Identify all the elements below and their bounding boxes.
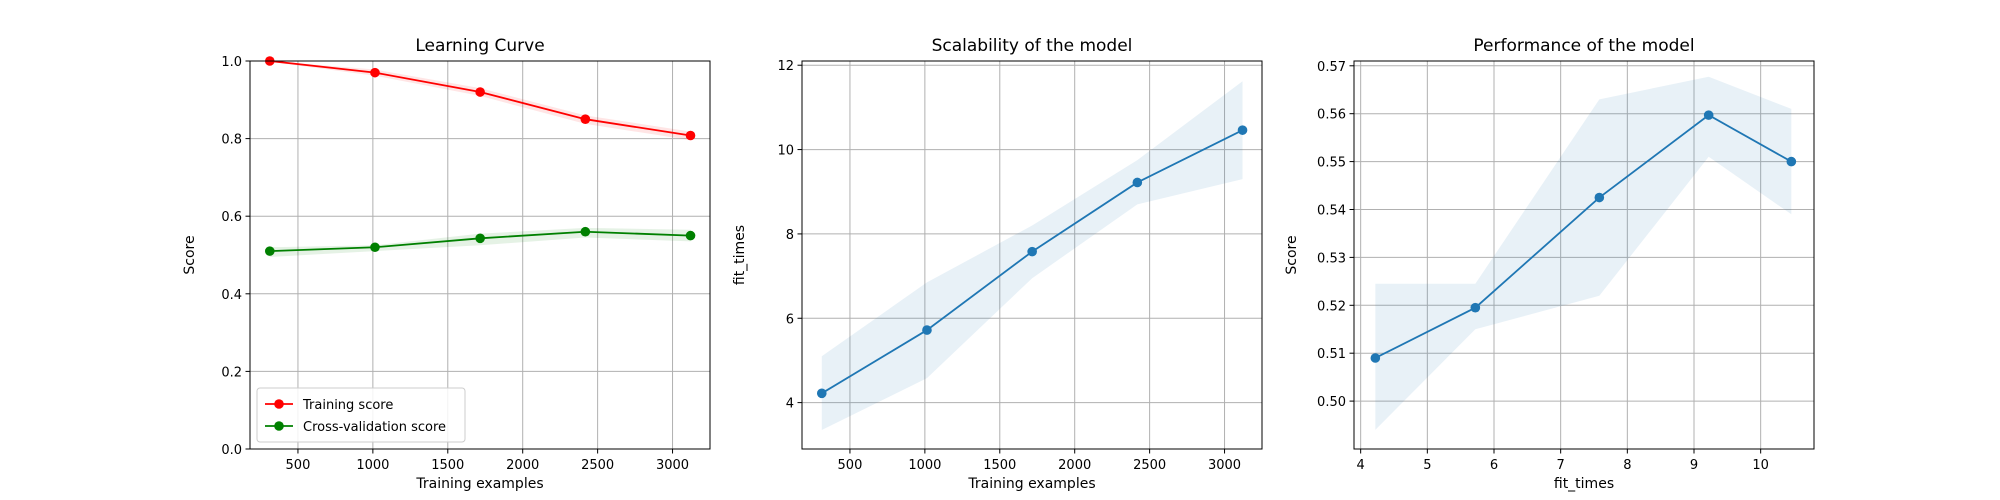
y-tick-label: 0.57 <box>1317 60 1346 75</box>
x-tick-label: 8 <box>1623 458 1631 473</box>
data-point <box>922 325 932 335</box>
y-tick-label: 0.51 <box>1317 347 1346 362</box>
y-tick-label: 6 <box>786 312 794 327</box>
x-tick-label: 500 <box>286 458 311 473</box>
y-tick-label: 0.0 <box>221 443 242 458</box>
plot-area: 500 1000 1500 2000 2500 3000 0.0 0.2 0.4 0.6 0.8 1.… <box>221 55 711 473</box>
x-tick-label: 1000 <box>356 458 389 473</box>
x-axis-label: Training examples <box>967 476 1095 492</box>
y-axis-label: Score <box>182 235 198 274</box>
data-point <box>370 242 380 253</box>
x-tick-label: 2000 <box>1058 458 1091 473</box>
x-tick-label: 1000 <box>908 458 941 473</box>
x-tick-label: 2500 <box>581 458 614 473</box>
y-tick-label: 0.2 <box>221 365 242 380</box>
y-tick-label: 0.6 <box>221 210 242 225</box>
data-point <box>1786 156 1797 167</box>
x-tick-label: 2000 <box>506 458 539 473</box>
x-tick-label: 10 <box>1752 458 1769 473</box>
x-tick-label: 5 <box>1423 458 1431 473</box>
data-point <box>1237 125 1248 135</box>
data-point <box>816 388 827 399</box>
legend-box <box>256 387 466 443</box>
data-point <box>685 230 696 241</box>
x-tick-label: 2500 <box>1133 458 1166 473</box>
y-tick-label: 0.53 <box>1317 251 1346 266</box>
learning-curve-panel: 500 1000 1500 2000 2500 3000 0.0 0.2 0.4 0.6 0.8 1.… <box>182 36 711 492</box>
y-tick-label: 1.0 <box>221 55 242 70</box>
x-tick-label: 1500 <box>431 458 464 473</box>
std-band <box>1375 76 1792 430</box>
x-tick-label: 4 <box>1357 458 1365 473</box>
data-point <box>264 246 275 256</box>
legend-swatch-marker <box>274 399 284 409</box>
data-point <box>580 226 591 237</box>
data-point <box>1370 353 1381 363</box>
legend-swatch-marker <box>274 421 284 431</box>
data-point <box>475 87 485 97</box>
x-tick-label: 3000 <box>1208 458 1241 473</box>
data-point <box>475 233 485 244</box>
x-tick-label: 500 <box>838 458 863 473</box>
legend-label: Cross-validation score <box>303 420 446 435</box>
plot-area: 4 5 6 7 8 9 10 0.50 0.51 0.52 0.53 0.54 0.55 0.56 0.57 <box>1317 60 1815 473</box>
y-tick-label: 12 <box>777 59 794 74</box>
data-point <box>1594 192 1605 203</box>
plot-area: 500 1000 1500 2000 2500 3000 4 6 8 10 12 <box>777 59 1263 473</box>
axes-frame <box>249 60 711 450</box>
data-point <box>1703 110 1714 120</box>
data-point <box>1027 246 1037 257</box>
panel-title: Performance of the model <box>1473 36 1694 56</box>
y-tick-label: 0.4 <box>221 288 242 303</box>
data-point <box>685 130 696 141</box>
y-tick-label: 0.54 <box>1317 203 1346 218</box>
data-point <box>1470 302 1481 313</box>
y-tick-label: 0.8 <box>221 133 242 148</box>
y-tick-label: 0.56 <box>1317 108 1346 123</box>
y-tick-label: 4 <box>786 397 794 412</box>
panel-title: Learning Curve <box>415 36 544 56</box>
x-axis-label: fit_times <box>1554 476 1614 492</box>
data-point <box>580 114 591 124</box>
std-band <box>269 61 691 141</box>
scalability-panel: 500 1000 1500 2000 2500 3000 4 6 8 10 12 Scalabilit… <box>732 36 1263 492</box>
legend: Training score Cross-validation score <box>256 387 466 443</box>
panel-title: Scalability of the model <box>932 36 1133 56</box>
data-point <box>1132 177 1143 188</box>
y-tick-label: 0.52 <box>1317 299 1346 314</box>
y-tick-label: 8 <box>786 228 794 243</box>
x-tick-label: 6 <box>1490 458 1498 473</box>
y-tick-label: 10 <box>777 144 794 159</box>
axes-frame <box>1353 60 1815 450</box>
x-tick-label: 3000 <box>656 458 689 473</box>
axes-frame <box>801 60 1263 450</box>
data-point <box>370 67 380 78</box>
performance-panel: 4 5 6 7 8 9 10 0.50 0.51 0.52 0.53 0.54 0.55 0.56 0.57… <box>1284 36 1815 492</box>
legend-label: Training score <box>302 398 393 413</box>
x-tick-label: 1500 <box>983 458 1016 473</box>
x-axis-label: Training examples <box>415 476 543 492</box>
x-tick-label: 7 <box>1557 458 1565 473</box>
y-axis-label: fit_times <box>732 225 748 285</box>
y-tick-label: 0.55 <box>1317 156 1346 171</box>
y-tick-label: 0.50 <box>1317 395 1346 410</box>
x-tick-label: 9 <box>1690 458 1698 473</box>
y-axis-label: Score <box>1284 235 1300 274</box>
